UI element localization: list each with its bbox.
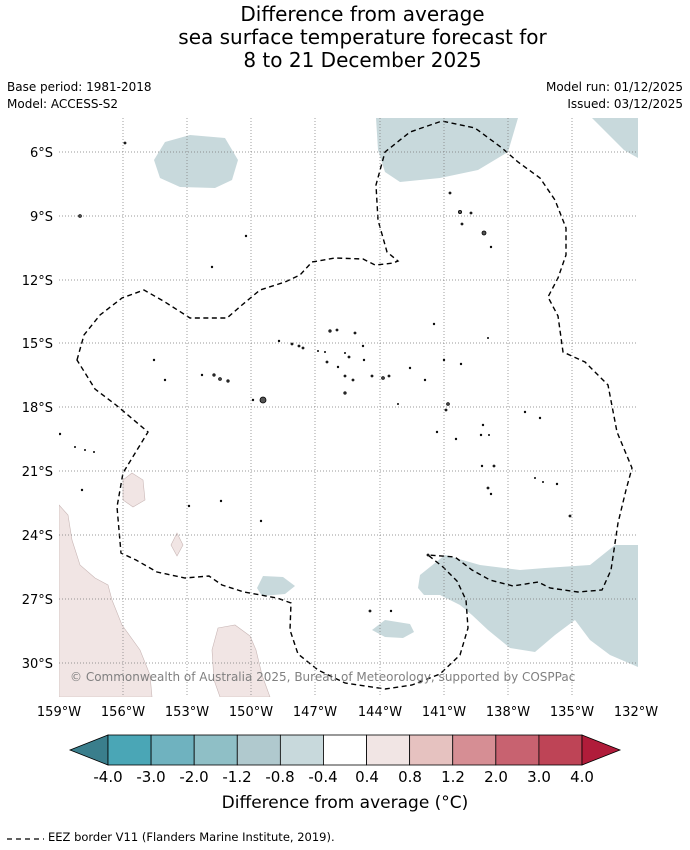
colorbar-tick-label: -0.4 (308, 768, 337, 786)
lat-tick-label: 9°S (30, 210, 53, 225)
map-area: © Commonwealth of Australia 2025, Bureau… (59, 118, 638, 697)
colorbar-bin (107, 734, 152, 766)
colorbar-title: Difference from average (°C) (221, 793, 469, 813)
cool-anomaly-region (257, 576, 295, 596)
issued-date: Issued: 03/12/2025 (567, 97, 683, 111)
colorbar-bin (538, 734, 583, 766)
copyright-notice: © Commonwealth of Australia 2025, Bureau… (70, 670, 575, 684)
lon-tick-label: 153°W (165, 705, 209, 720)
lon-tick-label: 132°W (614, 705, 658, 720)
colorbar-bin (409, 734, 454, 766)
islands (59, 141, 572, 613)
colorbar-tick-label: -2.0 (179, 768, 208, 786)
colorbar-bin (193, 734, 238, 766)
colorbar-bin (452, 734, 497, 766)
lat-tick-label: 21°S (22, 465, 53, 480)
colorbar-tick-label: 0.8 (398, 768, 422, 786)
lon-tick-label: 156°W (101, 705, 145, 720)
colorbar-tick-label: -3.0 (136, 768, 165, 786)
lon-tick-label: 147°W (293, 705, 337, 720)
gridlines (59, 118, 638, 697)
colorbar-bin (236, 734, 281, 766)
colorbar-bin (495, 734, 540, 766)
warm-anomaly-region (170, 532, 184, 557)
warm-anomaly-region (211, 624, 271, 697)
lat-tick-label: 12°S (22, 274, 53, 289)
colorbar-extend-high (581, 734, 622, 766)
lat-tick-label: 15°S (22, 337, 53, 352)
lat-tick-label: 18°S (22, 401, 53, 416)
cool-anomaly-region (418, 545, 638, 667)
colorbar-tick-label: 1.2 (441, 768, 465, 786)
lat-tick-label: 30°S (22, 657, 53, 672)
colorbar-tick-label: -4.0 (93, 768, 122, 786)
cool-anomaly-region (154, 135, 238, 188)
colorbar-tick-labels: -4.0 -3.0 -2.0 -1.2 -0.8 -0.4 0.4 0.8 1.… (93, 768, 594, 786)
lat-tick-label: 6°S (30, 146, 53, 161)
colorbar-bin (366, 734, 411, 766)
title-line-2: sea surface temperature forecast for (178, 25, 547, 49)
eez-border (76, 120, 633, 690)
cool-anomaly-region (376, 118, 518, 182)
colorbar-tick-label: -0.8 (265, 768, 294, 786)
longitude-labels: 159°W 156°W 153°W 150°W 147°W 144°W 141°… (37, 705, 658, 720)
warm-anomaly-region (59, 504, 153, 697)
colorbar-tick-label: 3.0 (527, 768, 551, 786)
lat-tick-label: 24°S (22, 529, 53, 544)
meta-right: Model run: 01/12/2025 Issued: 03/12/2025 (546, 79, 683, 113)
colorbar-bin (279, 734, 324, 766)
lon-tick-label: 150°W (229, 705, 273, 720)
lon-tick-label: 144°W (358, 705, 402, 720)
lon-tick-label: 138°W (486, 705, 530, 720)
colorbar-extend-low (68, 734, 109, 766)
colorbar-bin (323, 734, 367, 766)
title-line-3: 8 to 21 December 2025 (243, 48, 482, 72)
colorbar-bins (107, 734, 583, 766)
cool-anomaly-region (592, 118, 638, 158)
title-line-1: Difference from average (240, 2, 485, 26)
colorbar-tick-label: 0.4 (355, 768, 379, 786)
lon-tick-label: 141°W (422, 705, 466, 720)
colorbar-tick-label: 2.0 (484, 768, 508, 786)
map-title: Difference from average sea surface temp… (0, 3, 690, 72)
eez-legend-label: EEZ border V11 (Flanders Marine Institut… (48, 830, 335, 844)
colorbar-bin (150, 734, 195, 766)
cool-anomaly-region (372, 620, 414, 638)
colorbar-tick-label: -1.2 (222, 768, 251, 786)
base-period: Base period: 1981-2018 (7, 80, 152, 94)
lon-tick-label: 159°W (37, 705, 81, 720)
meta-left: Base period: 1981-2018 Model: ACCESS-S2 (7, 79, 152, 113)
colorbar-tick-label: 4.0 (570, 768, 594, 786)
latitude-labels: 6°S 9°S 12°S 15°S 18°S 21°S 24°S 27°S 30… (22, 146, 53, 672)
model-run: Model run: 01/12/2025 (545, 80, 683, 94)
lat-tick-label: 27°S (22, 593, 53, 608)
colorbar: -4.0 -3.0 -2.0 -1.2 -0.8 -0.4 0.4 0.8 1.… (68, 734, 622, 786)
lon-tick-label: 135°W (550, 705, 594, 720)
model-name: Model: ACCESS-S2 (7, 97, 119, 111)
